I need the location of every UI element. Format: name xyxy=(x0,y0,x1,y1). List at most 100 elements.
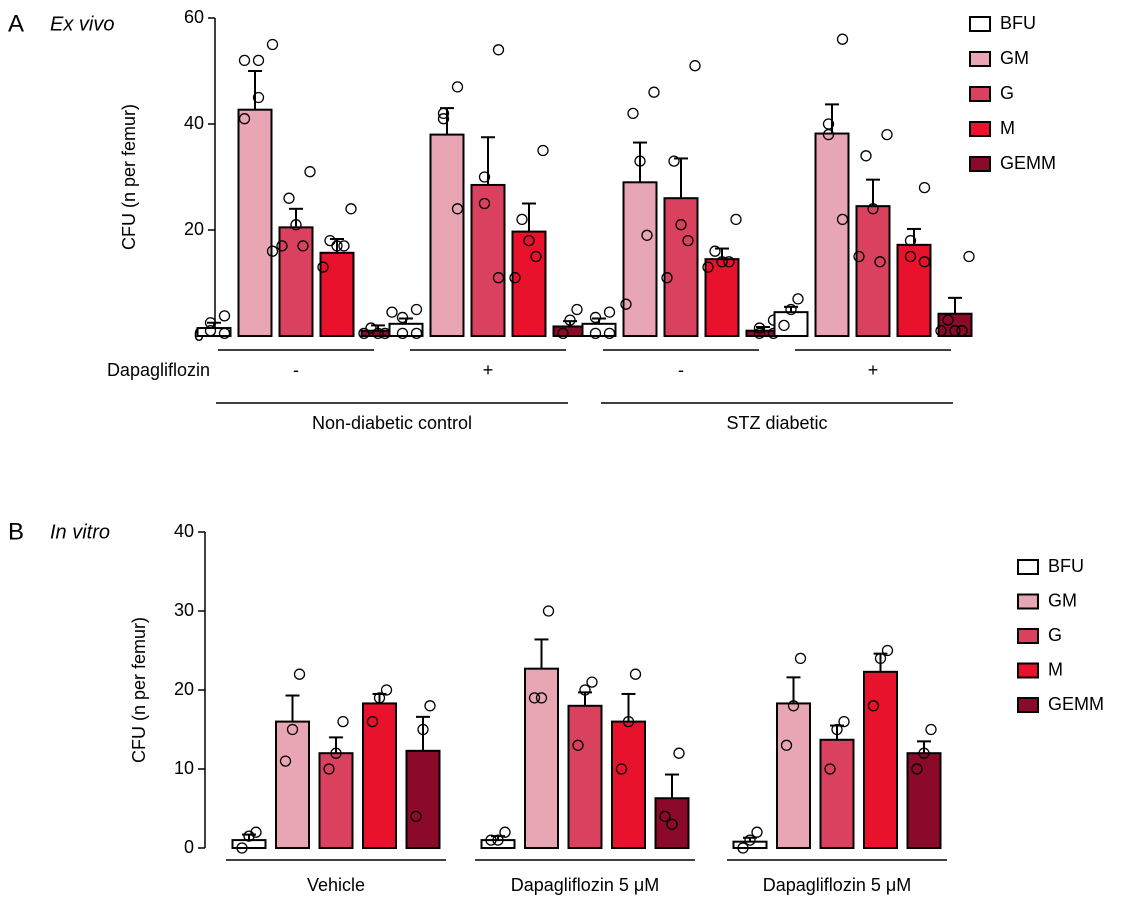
data-point xyxy=(252,54,265,67)
y-tick-label: 0 xyxy=(184,837,194,857)
data-point xyxy=(831,723,843,736)
legend-label: G xyxy=(1000,83,1014,103)
data-point xyxy=(492,834,504,846)
data-point xyxy=(238,54,251,67)
data-point xyxy=(925,723,937,736)
data-point xyxy=(737,842,749,854)
bar xyxy=(567,704,603,849)
legend-label: G xyxy=(1048,625,1062,645)
data-point xyxy=(373,692,386,704)
legend-label: GM xyxy=(1048,590,1077,610)
data-point xyxy=(838,715,850,728)
data-point xyxy=(485,834,497,846)
data-point xyxy=(542,605,555,617)
y-tick-label: 40 xyxy=(184,113,204,133)
data-point xyxy=(824,763,836,775)
data-point xyxy=(904,234,917,247)
group-label: STZ diabetic xyxy=(726,413,827,433)
legend-label: BFU xyxy=(1048,556,1084,576)
legend-label: GM xyxy=(1000,48,1029,68)
data-point xyxy=(417,723,429,736)
data-point xyxy=(822,128,835,141)
data-point xyxy=(730,213,742,226)
data-point xyxy=(324,234,336,247)
data-point xyxy=(571,303,583,316)
category-label: - xyxy=(293,360,299,380)
legend-swatch xyxy=(1017,593,1039,610)
data-point xyxy=(492,44,505,56)
legend-swatch xyxy=(1017,662,1039,679)
data-point xyxy=(204,325,217,337)
data-point xyxy=(297,240,309,252)
bar xyxy=(776,702,811,849)
data-point xyxy=(478,197,491,210)
data-point xyxy=(867,700,880,712)
category-label: Dapagliflozin 5 μM xyxy=(763,875,911,895)
panel-title: Ex vivo xyxy=(50,13,114,35)
bar xyxy=(470,183,506,337)
y-tick-label: 20 xyxy=(184,219,204,239)
data-point xyxy=(304,166,316,178)
bar xyxy=(231,839,267,849)
data-point xyxy=(963,250,975,263)
data-point xyxy=(673,747,685,759)
data-point xyxy=(516,213,528,226)
data-point xyxy=(396,327,409,340)
data-point xyxy=(424,700,436,712)
data-point xyxy=(372,327,384,340)
data-point xyxy=(266,38,279,51)
y-tick-label: 30 xyxy=(174,600,194,620)
data-point xyxy=(648,86,660,98)
data-point xyxy=(918,256,931,268)
data-point xyxy=(410,327,423,340)
legend-label: M xyxy=(1048,659,1063,679)
bar xyxy=(863,670,898,850)
data-point xyxy=(317,261,329,273)
data-point xyxy=(668,155,680,167)
data-point xyxy=(603,306,616,318)
data-point xyxy=(331,240,343,252)
data-point xyxy=(629,668,642,680)
bar xyxy=(819,738,855,850)
data-point xyxy=(276,240,288,252)
data-point xyxy=(293,668,306,680)
category-label: Vehicle xyxy=(307,875,365,895)
data-point xyxy=(238,113,251,125)
data-point xyxy=(881,128,893,141)
data-point xyxy=(942,314,954,326)
data-point xyxy=(836,213,849,226)
data-point xyxy=(689,60,701,72)
data-point xyxy=(603,327,616,340)
y-axis-label: CFU (n per femur) xyxy=(119,104,139,250)
legend-swatch xyxy=(969,121,991,137)
y-tick-label: 60 xyxy=(184,7,204,27)
data-point xyxy=(266,245,279,257)
legend-label: GEMM xyxy=(1000,153,1056,173)
legend-label: M xyxy=(1000,118,1015,138)
bar xyxy=(663,197,699,337)
data-point xyxy=(785,303,797,316)
data-point xyxy=(853,250,865,263)
data-point xyxy=(523,234,535,247)
data-point xyxy=(380,684,393,696)
data-point xyxy=(323,763,335,775)
data-point xyxy=(572,739,584,751)
data-point xyxy=(709,245,721,257)
data-point xyxy=(780,739,793,751)
data-point xyxy=(236,842,248,854)
category-label: - xyxy=(678,360,684,380)
data-point xyxy=(949,325,961,337)
data-point xyxy=(365,322,377,334)
data-point xyxy=(330,747,342,759)
data-point xyxy=(283,192,295,204)
bar xyxy=(237,108,273,337)
bar xyxy=(405,749,441,850)
bar xyxy=(906,752,942,850)
data-point xyxy=(345,203,357,215)
data-point xyxy=(753,322,766,334)
data-point xyxy=(867,203,879,215)
legend-swatch xyxy=(1017,559,1039,575)
data-point xyxy=(478,171,491,183)
y-axis-label: CFU (n per femur) xyxy=(129,617,149,763)
